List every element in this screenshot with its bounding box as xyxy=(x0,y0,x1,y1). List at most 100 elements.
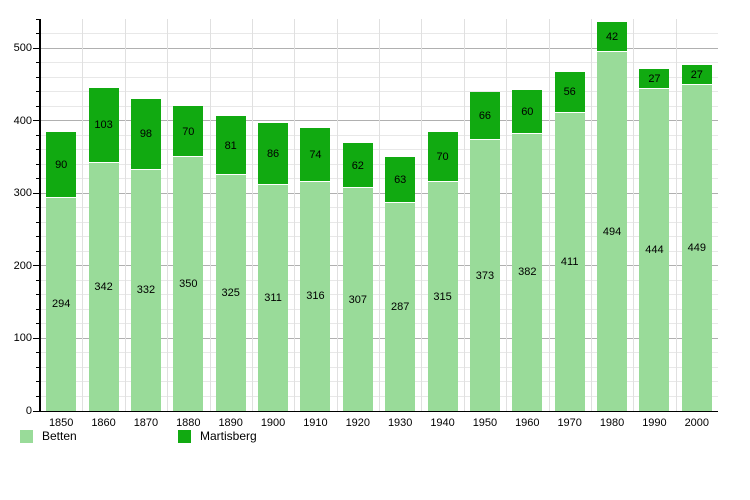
betten-bar-segment xyxy=(639,88,670,411)
y-major-tick xyxy=(33,120,40,122)
vertical-gridline xyxy=(675,19,677,411)
betten-bar-segment xyxy=(681,85,712,411)
y-minor-tick xyxy=(36,308,40,310)
y-axis-tick-label: 100 xyxy=(13,332,32,345)
betten-bar-segment xyxy=(300,181,331,411)
martisberg-bar-segment xyxy=(215,116,246,176)
betten-bar-segment xyxy=(215,175,246,411)
x-axis-tick-label: 1910 xyxy=(303,417,328,429)
vertical-gridline xyxy=(82,19,84,411)
betten-bar-segment xyxy=(88,162,119,411)
y-minor-tick xyxy=(36,352,40,354)
vertical-gridline xyxy=(633,19,635,411)
x-axis-tick-label: 1900 xyxy=(260,417,286,429)
y-minor-tick xyxy=(36,250,40,252)
x-axis-tick-label: 1990 xyxy=(642,417,667,429)
legend-label-betten: Betten xyxy=(42,429,77,443)
martisberg-bar-segment xyxy=(554,71,585,113)
x-axis-tick-label: 1890 xyxy=(218,417,243,429)
y-minor-tick xyxy=(36,221,40,223)
martisberg-bar-segment xyxy=(639,69,670,89)
x-axis-tick-label: 1860 xyxy=(91,417,116,429)
vertical-gridline xyxy=(124,19,126,411)
vertical-gridline xyxy=(251,19,253,411)
y-axis-tick-label: 300 xyxy=(13,187,32,200)
vertical-gridline xyxy=(506,19,508,411)
x-axis-tick-label: 1960 xyxy=(515,417,540,429)
betten-bar-segment xyxy=(597,52,628,411)
martisberg-bar-segment xyxy=(130,98,161,170)
vertical-gridline xyxy=(463,19,465,411)
martisberg-bar-segment xyxy=(300,127,331,182)
martisberg-bar-segment xyxy=(427,131,458,183)
betten-bar-segment xyxy=(469,140,500,411)
vertical-gridline xyxy=(209,19,211,411)
martisberg-bar-segment xyxy=(512,90,543,134)
betten-bar-segment xyxy=(342,188,373,411)
vertical-gridline xyxy=(548,19,550,411)
y-minor-tick xyxy=(36,395,40,397)
x-axis-tick-label: 1950 xyxy=(472,417,498,429)
y-minor-tick xyxy=(36,236,40,238)
y-minor-tick xyxy=(36,62,40,64)
x-axis-tick-label: 1920 xyxy=(345,417,371,429)
betten-bar-segment xyxy=(427,182,458,411)
x-axis-tick-label: 1850 xyxy=(48,417,74,429)
legend-item-betten: Betten xyxy=(20,429,77,443)
vertical-gridline xyxy=(421,19,423,411)
martisberg-bar-segment xyxy=(258,122,289,186)
x-axis-line xyxy=(36,410,718,412)
y-minor-tick xyxy=(36,178,40,180)
y-minor-tick xyxy=(36,76,40,78)
y-major-tick xyxy=(33,265,40,267)
y-axis-tick-label: 500 xyxy=(13,42,32,55)
martisberg-bar-segment xyxy=(469,92,500,141)
martisberg-bar-segment xyxy=(88,87,119,163)
vertical-gridline xyxy=(379,19,380,411)
y-minor-tick xyxy=(36,91,40,93)
y-minor-tick xyxy=(36,18,40,20)
legend: Betten Martisberg xyxy=(0,429,750,445)
x-axis-tick-label: 1980 xyxy=(599,417,625,429)
y-minor-tick xyxy=(36,366,40,368)
betten-bar-segment xyxy=(258,185,289,411)
betten-bar-segment xyxy=(46,197,77,411)
vertical-gridline xyxy=(590,19,592,411)
y-axis-tick-label: 0 xyxy=(25,405,32,417)
y-minor-tick xyxy=(36,381,40,383)
martisberg-bar-segment xyxy=(385,156,416,203)
y-axis-line xyxy=(39,19,41,411)
martisberg-bar-segment xyxy=(342,143,373,189)
y-minor-tick xyxy=(36,105,40,107)
y-minor-tick xyxy=(36,294,40,296)
betten-bar-segment xyxy=(130,169,161,411)
betten-bar-segment xyxy=(173,156,204,411)
y-major-tick xyxy=(33,47,40,49)
betten-bar-segment xyxy=(554,112,585,411)
betten-series-swatch-icon xyxy=(20,429,33,443)
martisberg-bar-segment xyxy=(46,132,77,198)
y-minor-tick xyxy=(36,149,40,151)
betten-bar-segment xyxy=(385,202,416,411)
vertical-gridline xyxy=(336,19,338,411)
x-axis-tick-label: 1880 xyxy=(176,417,201,429)
y-axis-tick-label: 400 xyxy=(13,114,32,127)
y-minor-tick xyxy=(36,134,40,136)
x-axis-tick-label: 1940 xyxy=(430,417,455,429)
y-minor-tick xyxy=(36,279,40,281)
y-minor-tick xyxy=(36,207,40,209)
y-major-tick xyxy=(33,192,40,194)
x-axis-tick-label: 1870 xyxy=(133,417,159,429)
y-minor-tick xyxy=(36,33,40,35)
y-minor-tick xyxy=(36,323,40,325)
x-axis-tick-label: 1930 xyxy=(387,417,413,429)
betten-bar-segment xyxy=(512,133,543,411)
x-axis-tick-label: 2000 xyxy=(684,417,710,429)
martisberg-bar-segment xyxy=(597,21,628,53)
martisberg-series-swatch-icon xyxy=(178,429,191,443)
y-minor-tick xyxy=(36,163,40,165)
legend-item-martisberg: Martisberg xyxy=(178,429,257,443)
vertical-gridline xyxy=(167,19,169,411)
